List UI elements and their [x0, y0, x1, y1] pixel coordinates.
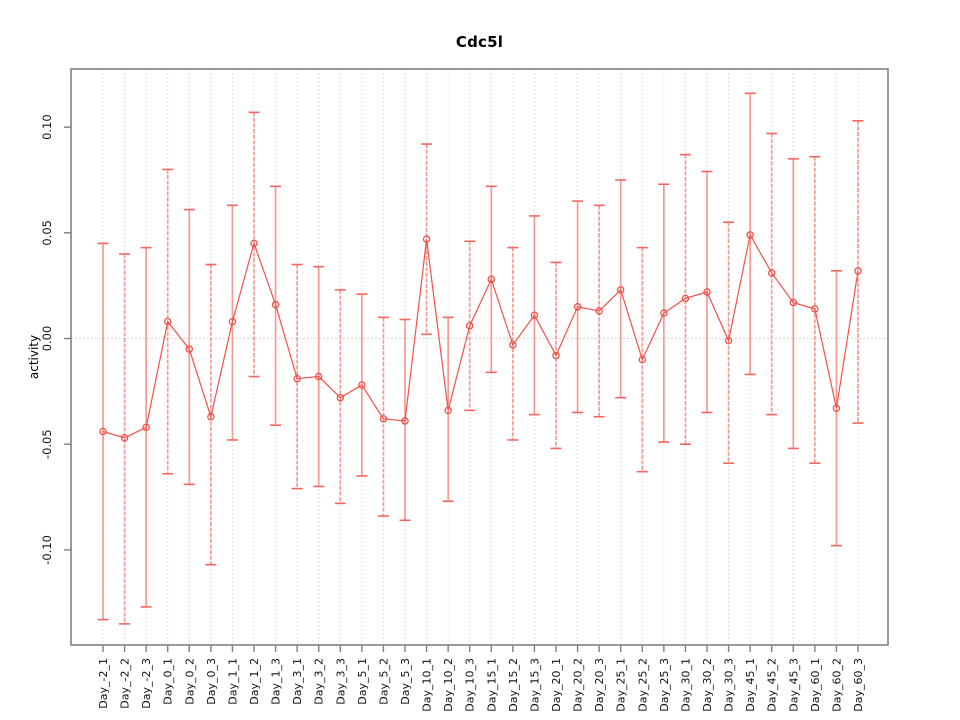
x-tick-label: Day_60_3: [852, 658, 865, 712]
data-point: [724, 336, 733, 345]
data-point: [185, 345, 194, 353]
data-point: [336, 393, 345, 402]
data-point: [811, 305, 819, 313]
x-tick-label: Day_1_3: [270, 658, 283, 705]
chart-title: Cdc5l: [455, 33, 504, 51]
x-tick-label: Day_5_1: [356, 658, 369, 705]
x-tick-label: Day_3_2: [313, 658, 326, 705]
x-tick-label: Day_1_1: [226, 658, 239, 705]
y-tick-label: 0.10: [40, 114, 54, 140]
x-tick-label: Day_10_3: [464, 658, 477, 712]
x-tick-label: Day_1_2: [248, 658, 261, 705]
data-point: [120, 434, 129, 442]
x-tick-label: Day_0_1: [162, 658, 175, 705]
x-tick-label: Day_5_2: [377, 658, 390, 705]
x-tick-label: Day_25_2: [636, 658, 649, 712]
data-point: [573, 303, 582, 311]
data-point: [746, 231, 754, 239]
data-point: [142, 423, 150, 432]
x-tick-label: Day_0_3: [205, 658, 218, 705]
data-point: [293, 374, 301, 383]
data-point: [530, 311, 539, 320]
x-tick-label: Day_3_3: [334, 658, 347, 705]
x-tick-label: Day_20_3: [593, 658, 606, 712]
data-point: [660, 309, 668, 317]
x-tick-label: Day_15_1: [485, 658, 498, 712]
data-point: [401, 417, 409, 425]
x-tick-label: Day_60_2: [830, 658, 843, 712]
x-tick-label: Day_3_1: [291, 658, 304, 705]
y-tick-label: 0.00: [40, 326, 54, 352]
x-tick-label: Day_20_2: [572, 658, 585, 712]
x-tick-label: Day_60_1: [809, 658, 822, 712]
data-point: [616, 286, 625, 294]
x-tick-label: Day_0_2: [183, 658, 196, 705]
x-tick-label: Day_-2_3: [140, 658, 153, 709]
x-tick-label: Day_30_3: [723, 658, 736, 712]
data-point: [552, 351, 560, 360]
x-tick-label: Day_15_2: [507, 658, 520, 712]
x-tick-label: Day_30_2: [701, 658, 714, 712]
data-point: [422, 235, 431, 243]
data-point: [99, 427, 107, 436]
x-tick-label: Day_30_1: [679, 658, 692, 712]
data-point: [487, 275, 496, 284]
plot-border: [70, 68, 889, 646]
x-tick-label: Day_5_3: [399, 658, 412, 705]
data-point: [509, 341, 517, 349]
x-tick-label: Day_-2_2: [119, 658, 132, 709]
x-tick-label: Day_10_1: [421, 658, 434, 712]
data-point: [379, 415, 388, 423]
data-point: [681, 294, 690, 303]
data-point: [638, 355, 647, 364]
data-point: [444, 406, 452, 415]
data-point: [854, 267, 862, 275]
data-point: [832, 404, 841, 413]
x-tick-label: Day_15_3: [528, 658, 541, 712]
data-point: [271, 300, 280, 309]
data-point: [703, 288, 711, 296]
x-tick-label: Day_10_2: [442, 658, 455, 712]
x-tick-label: Day_45_1: [744, 658, 757, 712]
data-point: [789, 298, 798, 307]
data-point: [595, 307, 603, 315]
data-point: [207, 412, 215, 421]
x-tick-label: Day_20_1: [550, 658, 563, 712]
x-tick-label: Day_45_2: [766, 658, 779, 712]
x-tick-label: Day_25_1: [615, 658, 628, 712]
data-point: [767, 269, 776, 277]
x-tick-label: Day_25_3: [658, 658, 671, 712]
data-point: [358, 381, 366, 389]
data-point: [465, 322, 474, 330]
data-point: [228, 317, 237, 326]
data-point: [250, 239, 258, 248]
y-tick-label: -0.05: [40, 429, 54, 459]
x-tick-label: Day_-2_1: [97, 658, 110, 709]
data-point: [314, 372, 323, 381]
series-line: [102, 233, 859, 439]
x-tick-label: Day_45_3: [787, 658, 800, 712]
y-tick-label: 0.05: [40, 220, 54, 246]
data-point: [163, 317, 172, 326]
y-tick-label: -0.10: [40, 535, 54, 565]
